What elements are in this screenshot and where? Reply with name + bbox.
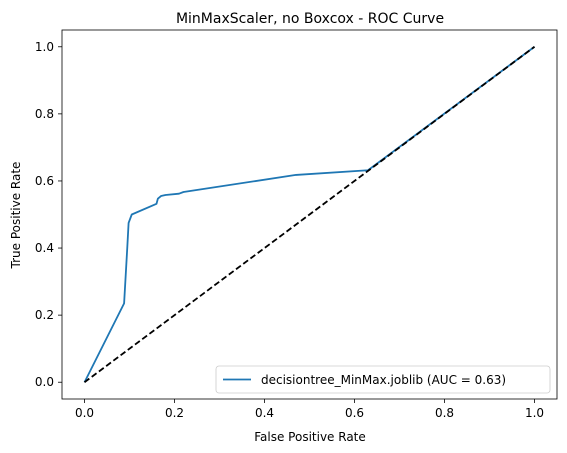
chart-title: MinMaxScaler, no Boxcox - ROC Curve — [176, 11, 444, 27]
y-tick-label: 0.8 — [35, 107, 54, 121]
x-tick-label: 0.0 — [75, 406, 94, 420]
x-tick-label: 0.8 — [435, 406, 454, 420]
legend-label: decisiontree_MinMax.joblib (AUC = 0.63) — [261, 373, 506, 387]
y-tick-label: 0.6 — [35, 174, 54, 188]
x-axis: 0.0 0.2 0.4 0.6 0.8 1.0 — [75, 399, 544, 420]
plot-lines — [83, 46, 536, 383]
y-axis: 0.0 0.2 0.4 0.6 0.8 1.0 — [35, 40, 62, 389]
y-axis-title: True Positive Rate — [9, 162, 23, 270]
legend-box — [215, 365, 551, 394]
y-tick-label: 1.0 — [35, 40, 54, 54]
x-tick-label: 0.2 — [165, 406, 184, 420]
x-tick-label: 0.4 — [255, 406, 274, 420]
y-tick-label: 0.2 — [35, 308, 54, 322]
x-tick-label: 1.0 — [525, 406, 544, 420]
x-tick-label: 0.6 — [345, 406, 364, 420]
y-tick-label: 0.0 — [35, 375, 54, 389]
plot-frame — [61, 29, 558, 400]
x-axis-title: False Positive Rate — [254, 430, 366, 444]
y-tick-label: 0.4 — [35, 241, 54, 255]
chance-diagonal-line — [83, 46, 536, 383]
roc-curve-line — [83, 46, 536, 383]
legend: decisiontree_MinMax.joblib (AUC = 0.63) — [215, 365, 551, 394]
